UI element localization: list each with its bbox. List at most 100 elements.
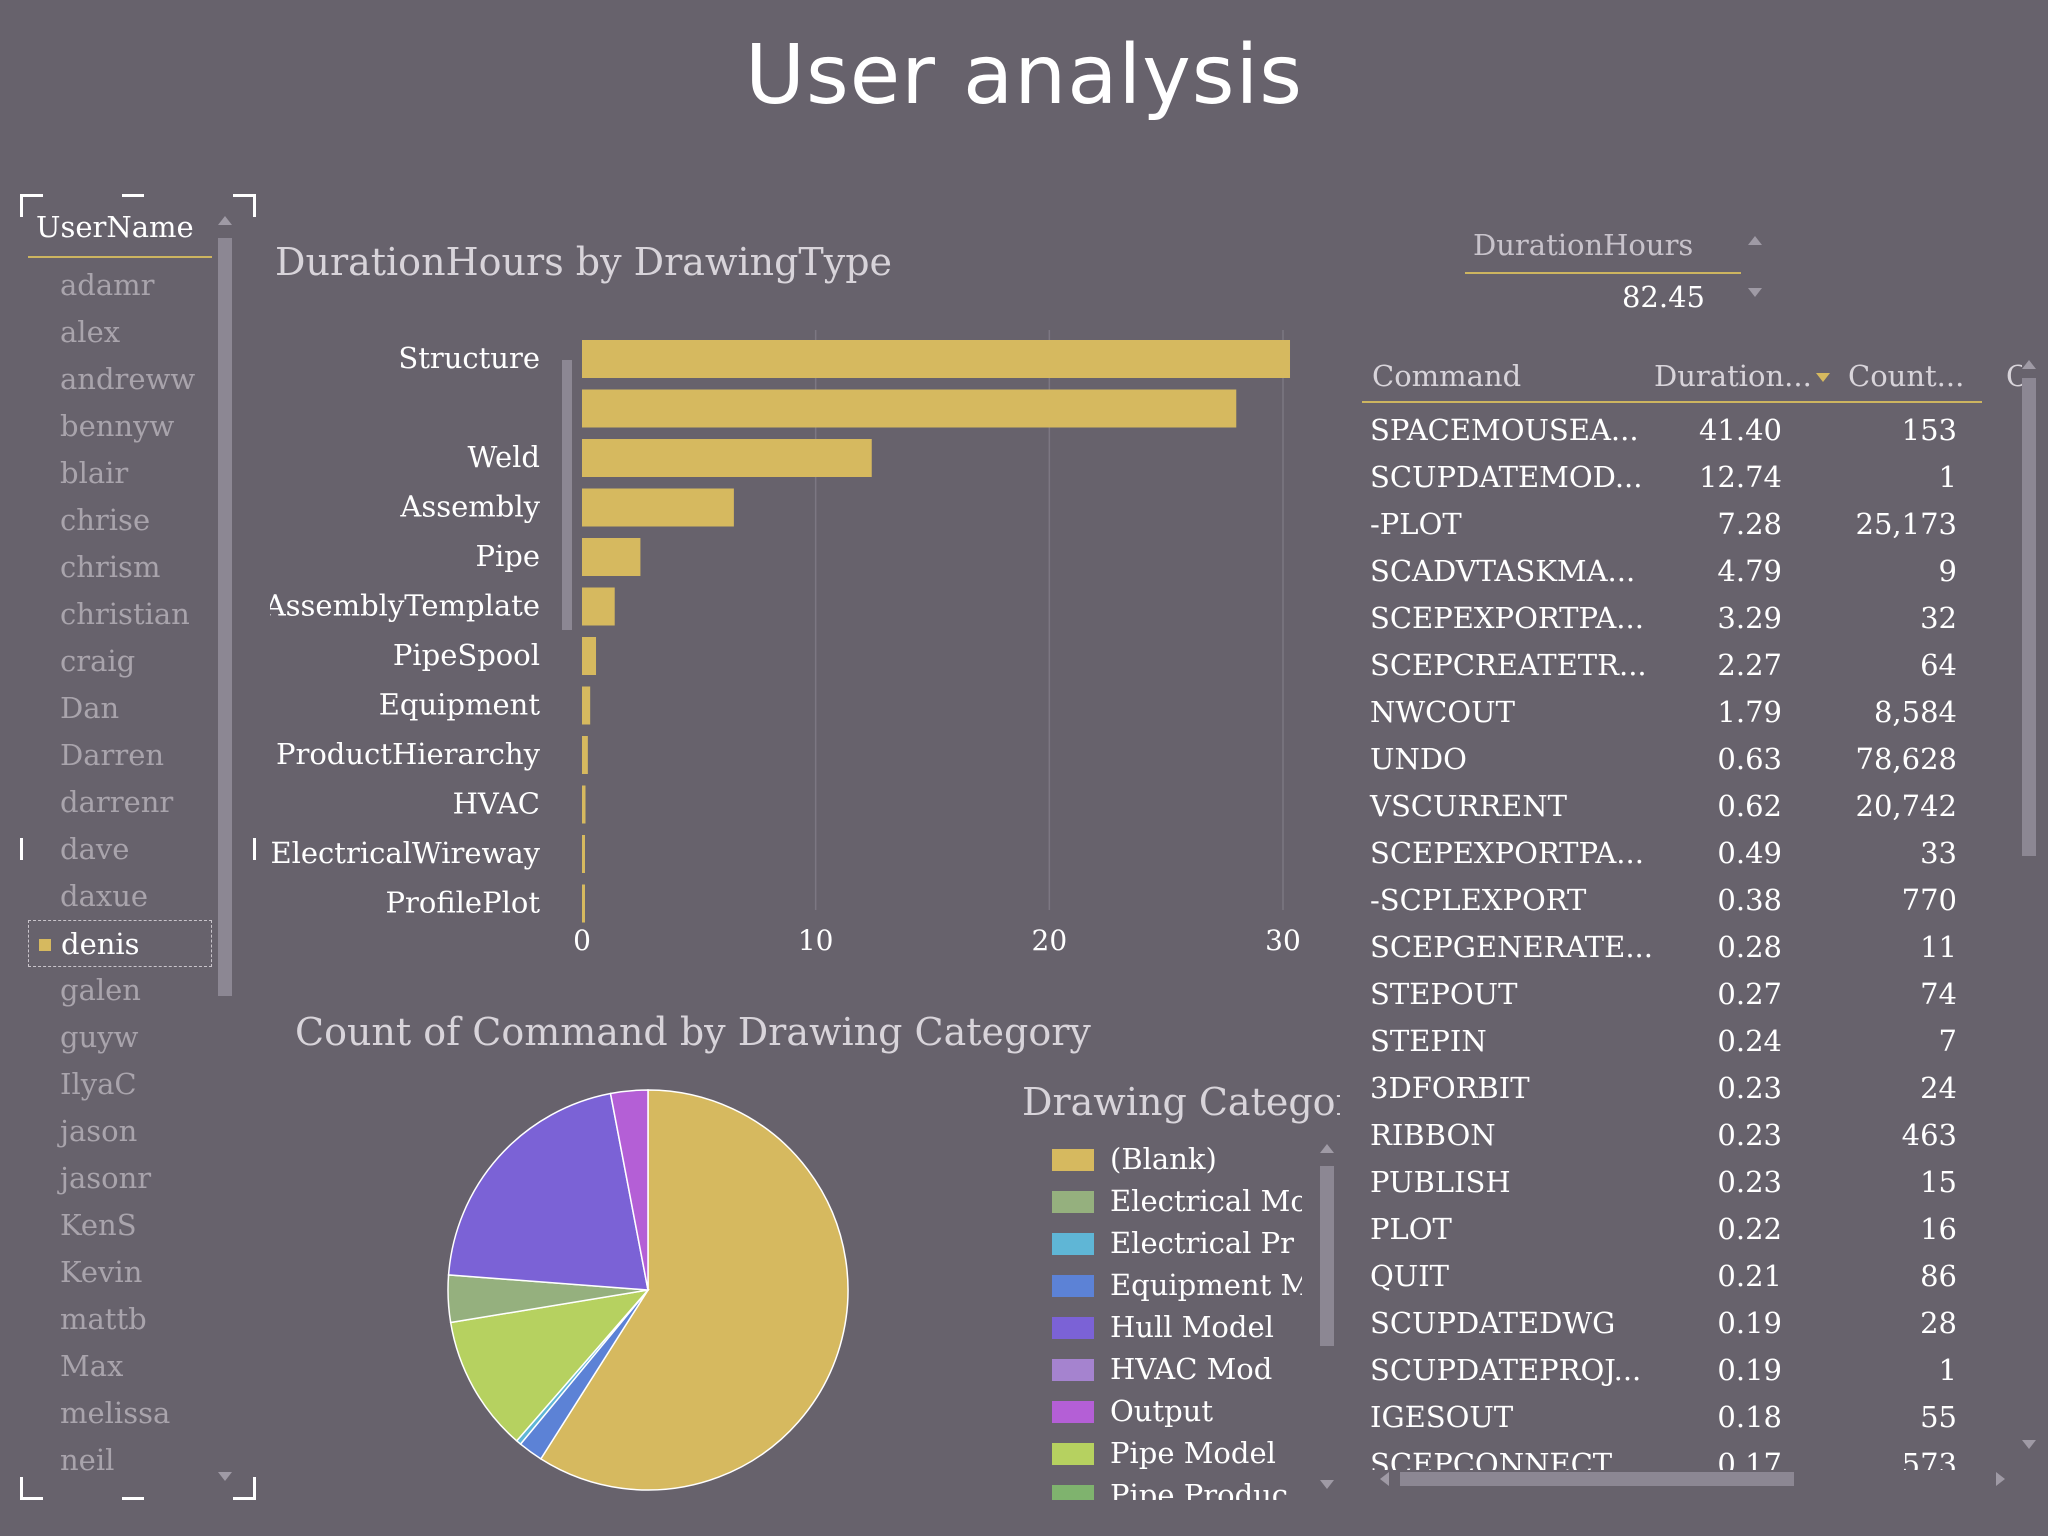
legend-item[interactable]: Electrical Mo: [1052, 1180, 1302, 1222]
slicer-item[interactable]: dave: [28, 826, 212, 873]
legend-item[interactable]: Equipment M: [1052, 1264, 1302, 1306]
table-row[interactable]: SCUPDATEDWG 0.19 28: [1362, 1300, 1982, 1347]
scroll-down-icon[interactable]: [218, 1472, 232, 1481]
table-row[interactable]: SCEPCONNECT 0.17 573: [1362, 1441, 1982, 1470]
slicer-item[interactable]: Darren: [28, 732, 212, 779]
table-horizontal-scrollbar[interactable]: [1400, 1472, 1794, 1486]
slicer-item[interactable]: guyw: [28, 1014, 212, 1061]
slicer-item[interactable]: melissa: [28, 1390, 212, 1437]
legend-item[interactable]: HVAC Mod: [1052, 1348, 1302, 1390]
legend-scroll-up-icon[interactable]: [1320, 1144, 1334, 1153]
slicer-item[interactable]: bennyw: [28, 403, 212, 450]
duration-cell: 0.23: [1717, 1071, 1782, 1105]
table-row[interactable]: SPACEMOUSEA... 41.40 153: [1362, 407, 1982, 454]
slicer-item[interactable]: chrism: [28, 544, 212, 591]
bar[interactable]: [582, 736, 588, 774]
table-scroll-down-icon[interactable]: [2022, 1440, 2036, 1449]
table-scroll-up-icon[interactable]: [2022, 360, 2036, 369]
table-row[interactable]: SCADVTASKMA... 4.79 9: [1362, 548, 1982, 595]
slicer-item[interactable]: chrise: [28, 497, 212, 544]
bar[interactable]: [582, 884, 585, 923]
legend-item[interactable]: Electrical Pr: [1052, 1222, 1302, 1264]
command-cell: STEPIN: [1370, 1024, 1487, 1058]
table-scroll-right-icon[interactable]: [1996, 1472, 2005, 1486]
bar[interactable]: [582, 389, 1237, 428]
column-header-count[interactable]: Count...: [1848, 359, 1965, 393]
pie-slice[interactable]: [449, 1288, 650, 1442]
slicer-item[interactable]: IlyaC: [28, 1061, 212, 1108]
table-row[interactable]: SCEPCREATETR... 2.27 64: [1362, 642, 1982, 689]
table-row[interactable]: STEPIN 0.24 7: [1362, 1018, 1982, 1065]
table-row[interactable]: STEPOUT 0.27 74: [1362, 971, 1982, 1018]
bar[interactable]: [582, 835, 585, 873]
slicer-item[interactable]: christian: [28, 591, 212, 638]
slicer-item[interactable]: jason: [28, 1108, 212, 1155]
scroll-up-icon[interactable]: [218, 216, 232, 225]
table-row[interactable]: IGESOUT 0.18 55: [1362, 1394, 1982, 1441]
table-row[interactable]: UNDO 0.63 78,628: [1362, 736, 1982, 783]
legend-item[interactable]: (Blank): [1052, 1138, 1302, 1180]
bar[interactable]: [582, 439, 872, 477]
legend-item[interactable]: Output: [1052, 1390, 1302, 1432]
table-row[interactable]: NWCOUT 1.79 8,584: [1362, 689, 1982, 736]
slicer-item[interactable]: adamr: [28, 262, 212, 309]
column-header-duration[interactable]: Duration...: [1654, 359, 1812, 393]
slicer-item[interactable]: denis: [28, 920, 212, 967]
slicer-item[interactable]: daxue: [28, 873, 212, 920]
table-row[interactable]: PLOT 0.22 16: [1362, 1206, 1982, 1253]
column-header-command[interactable]: Command: [1372, 359, 1522, 393]
kpi-label: DurationHours: [1473, 228, 1694, 262]
table-row[interactable]: RIBBON 0.23 463: [1362, 1112, 1982, 1159]
table-row[interactable]: VSCURRENT 0.62 20,742: [1362, 783, 1982, 830]
bar[interactable]: [582, 340, 1291, 378]
table-row[interactable]: SCEPEXPORTPA... 3.29 32: [1362, 595, 1982, 642]
bar[interactable]: [582, 587, 615, 626]
bar[interactable]: [582, 785, 586, 824]
table-row[interactable]: SCUPDATEPROJ... 0.19 1: [1362, 1347, 1982, 1394]
bar[interactable]: [582, 686, 591, 725]
table-scroll-left-icon[interactable]: [1380, 1472, 1389, 1486]
table-row[interactable]: SCEPEXPORTPA... 0.49 33: [1362, 830, 1982, 877]
slicer-item[interactable]: galen: [28, 967, 212, 1014]
slicer-item[interactable]: alex: [28, 309, 212, 356]
legend-scrollbar[interactable]: [1320, 1166, 1334, 1346]
slicer-item[interactable]: craig: [28, 638, 212, 685]
pie-slice[interactable]: [609, 1089, 649, 1291]
legend-item[interactable]: Pipe Model: [1052, 1432, 1302, 1474]
slicer-item[interactable]: blair: [28, 450, 212, 497]
category-scrollbar[interactable]: [562, 360, 572, 630]
slicer-item[interactable]: Max: [28, 1343, 212, 1390]
column-header-more[interactable]: C: [2006, 359, 2022, 393]
sort-desc-icon[interactable]: [1816, 373, 1830, 382]
slicer-item[interactable]: Dan: [28, 685, 212, 732]
count-cell: 15: [1920, 1165, 1957, 1199]
bar[interactable]: [582, 488, 734, 527]
slicer-edge: [122, 194, 144, 197]
pie-slice[interactable]: [539, 1089, 849, 1491]
bar[interactable]: [582, 538, 641, 576]
table-row[interactable]: SCUPDATEMOD... 12.74 1: [1362, 454, 1982, 501]
bar[interactable]: [582, 637, 597, 675]
pie-slice[interactable]: [447, 1092, 649, 1291]
legend-scroll-down-icon[interactable]: [1320, 1480, 1334, 1489]
legend-item[interactable]: Pipe Produc: [1052, 1474, 1302, 1500]
table-vertical-scrollbar[interactable]: [2022, 378, 2036, 856]
table-row[interactable]: QUIT 0.21 86: [1362, 1253, 1982, 1300]
legend-item[interactable]: Hull Model: [1052, 1306, 1302, 1348]
kpi-scroll-down-icon[interactable]: [1748, 288, 1762, 297]
table-row[interactable]: -SCPLEXPORT 0.38 770: [1362, 877, 1982, 924]
slicer-scrollbar[interactable]: [218, 238, 232, 996]
table-row[interactable]: -PLOT 7.28 25,173: [1362, 501, 1982, 548]
slicer-item[interactable]: Kevin: [28, 1249, 212, 1296]
slicer-item[interactable]: darrenr: [28, 779, 212, 826]
slicer-item[interactable]: jasonr: [28, 1155, 212, 1202]
table-row[interactable]: 3DFORBIT 0.23 24: [1362, 1065, 1982, 1112]
slicer-item[interactable]: mattb: [28, 1296, 212, 1343]
slicer-item[interactable]: neil: [28, 1437, 212, 1484]
table-row[interactable]: PUBLISH 0.23 15: [1362, 1159, 1982, 1206]
kpi-scroll-up-icon[interactable]: [1748, 236, 1762, 245]
table-row[interactable]: SCEPGENERATE... 0.28 11: [1362, 924, 1982, 971]
count-cell: 24: [1920, 1071, 1957, 1105]
slicer-item[interactable]: KenS: [28, 1202, 212, 1249]
slicer-item[interactable]: andreww: [28, 356, 212, 403]
